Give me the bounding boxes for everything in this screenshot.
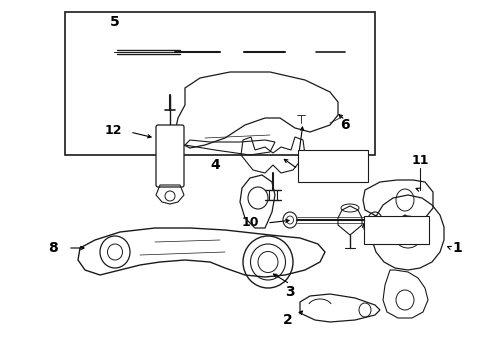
Text: 12: 12 [104, 123, 122, 136]
Bar [65, 12, 375, 155]
Text: 10: 10 [241, 216, 259, 230]
Text: 3: 3 [285, 285, 295, 299]
FancyBboxPatch shape [156, 125, 184, 187]
Text: 5: 5 [110, 15, 120, 29]
Text: 6: 6 [340, 118, 350, 132]
Text: 7: 7 [329, 159, 338, 172]
Text: 8: 8 [48, 241, 58, 255]
Bar [364, 216, 429, 244]
Text: 4: 4 [210, 158, 220, 172]
Text: 9: 9 [392, 224, 400, 237]
Text: 2: 2 [283, 313, 293, 327]
Text: 1: 1 [452, 241, 462, 255]
Text: 11: 11 [411, 153, 429, 166]
Bar [298, 150, 368, 182]
